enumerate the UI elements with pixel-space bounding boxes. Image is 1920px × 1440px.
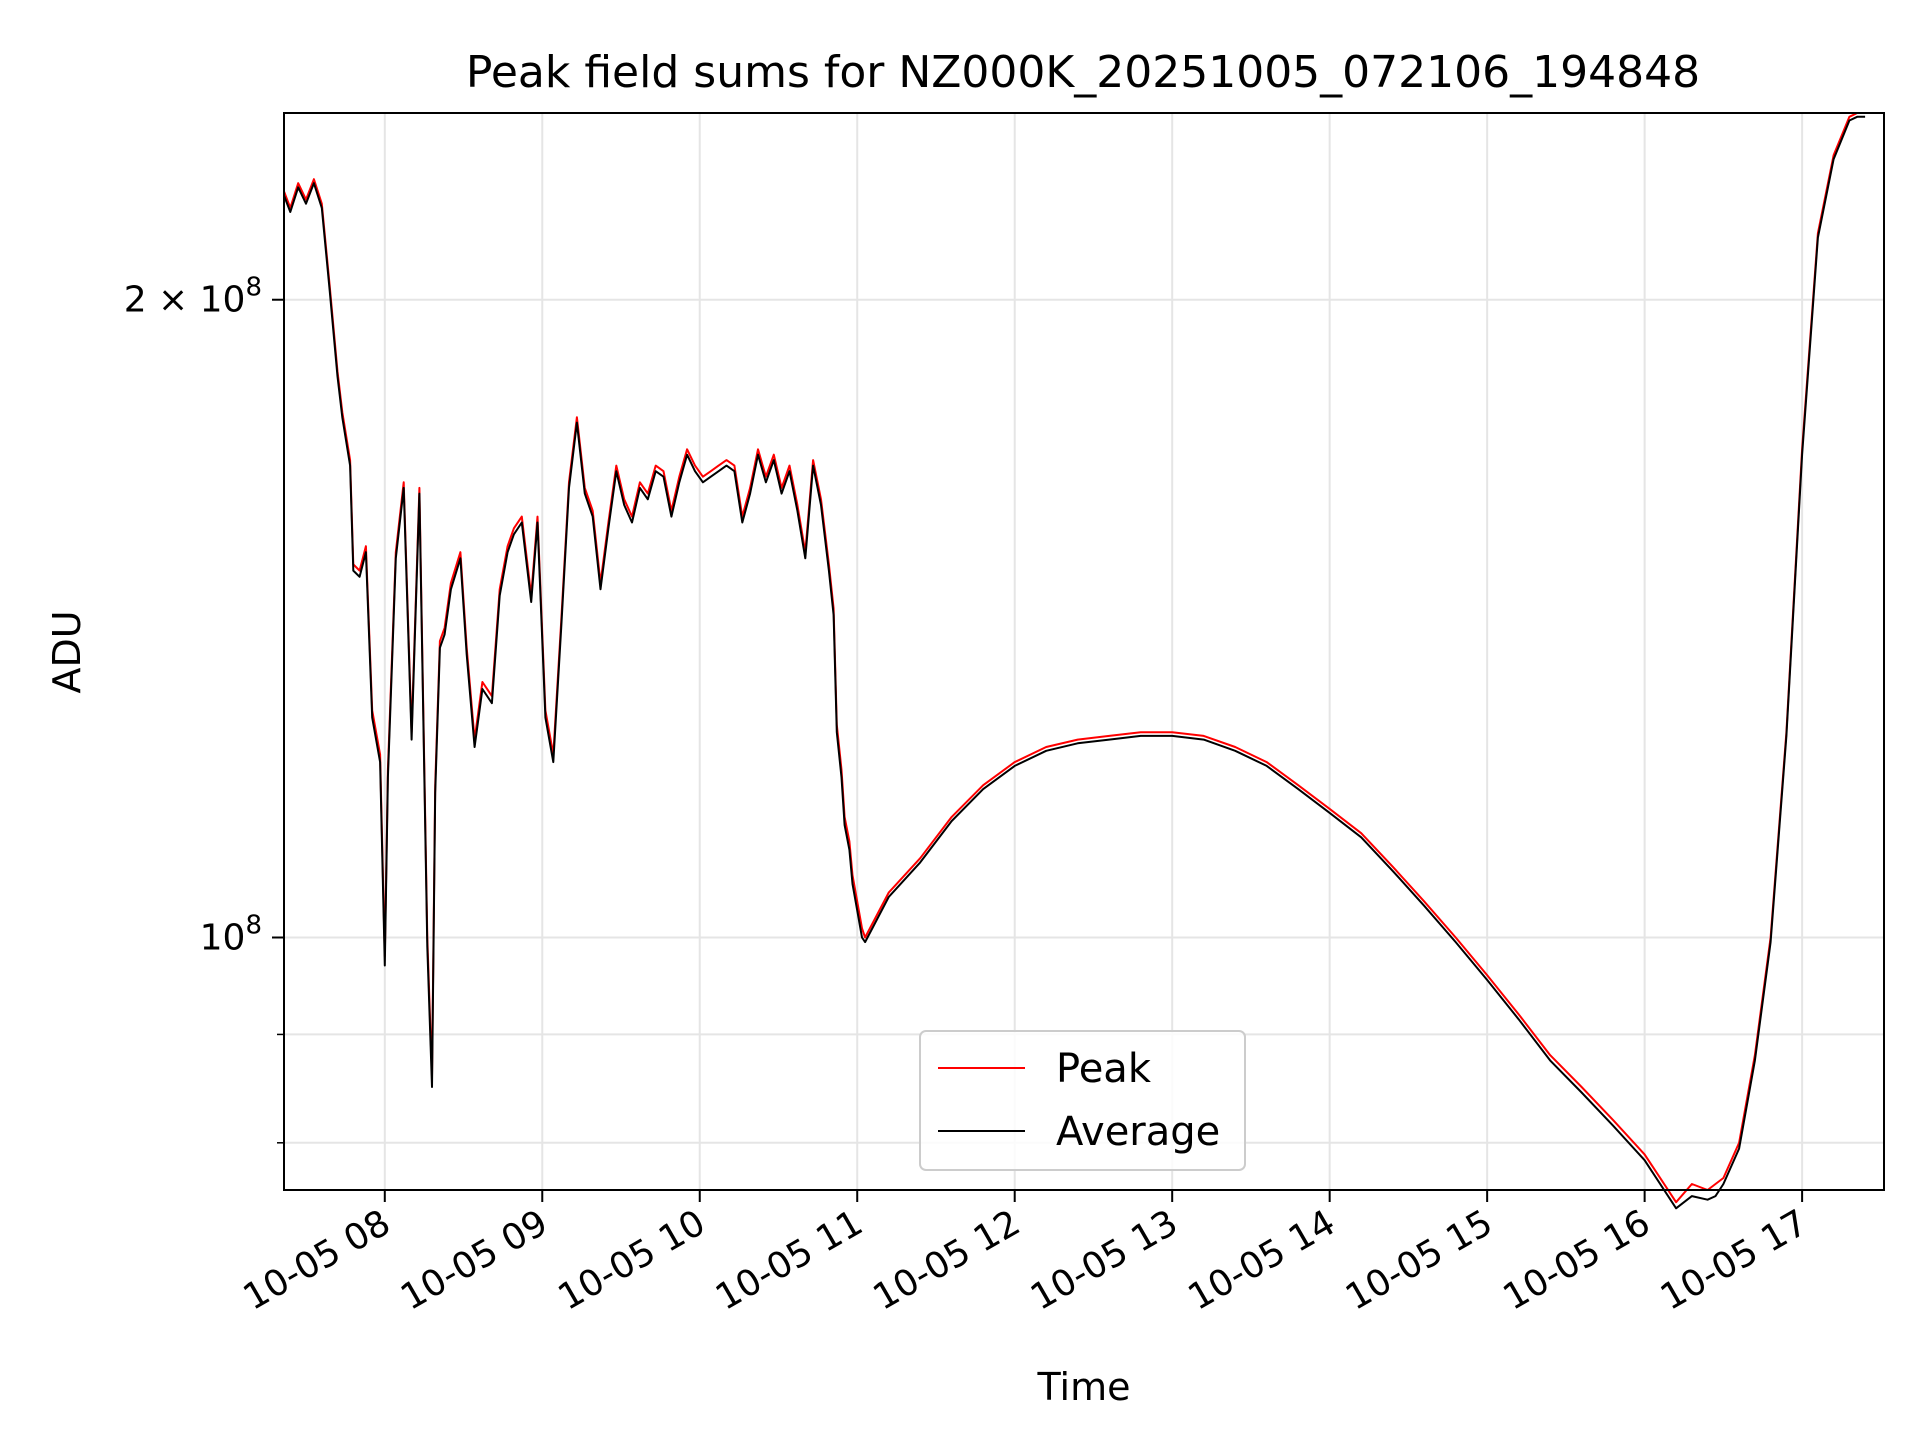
x-tick-label: 10-05 12	[867, 1202, 1028, 1318]
y-tick-exponent: 8	[245, 910, 262, 940]
series-layer	[283, 112, 1866, 1210]
legend-box	[919, 1030, 1246, 1171]
plot-frame	[283, 112, 1885, 1191]
legend-label-average: Average	[1056, 1109, 1220, 1155]
grid	[284, 113, 1884, 1190]
chart-title: Peak field sums for NZ000K_20251005_0721…	[466, 47, 1700, 98]
series-line-average	[283, 115, 1866, 1210]
x-tick-label: 10-05 16	[1496, 1202, 1657, 1318]
x-tick-label: 10-05 08	[237, 1202, 398, 1318]
x-axis-label: Time	[1037, 1365, 1131, 1409]
legend-label-peak: Peak	[1056, 1046, 1152, 1092]
y-axis-label: ADU	[45, 610, 89, 693]
x-tick-label: 10-05 10	[552, 1202, 713, 1318]
y-tick-exponent: 8	[245, 273, 262, 303]
y-tick-label: 108	[200, 910, 262, 958]
x-tick-label: 10-05 09	[394, 1202, 555, 1318]
x-tick-label: 10-05 14	[1181, 1202, 1342, 1318]
x-tick-label: 10-05 17	[1654, 1202, 1815, 1318]
x-tick-label: 10-05 13	[1024, 1202, 1185, 1318]
legend: Peak Average	[919, 1030, 1246, 1171]
x-tick-label: 10-05 11	[709, 1202, 870, 1318]
y-tick-label: 2 × 108	[124, 273, 262, 321]
x-tick-label: 10-05 15	[1339, 1202, 1500, 1318]
y-tick-base: 2 × 10	[124, 280, 246, 321]
y-tick-base: 10	[200, 917, 246, 958]
